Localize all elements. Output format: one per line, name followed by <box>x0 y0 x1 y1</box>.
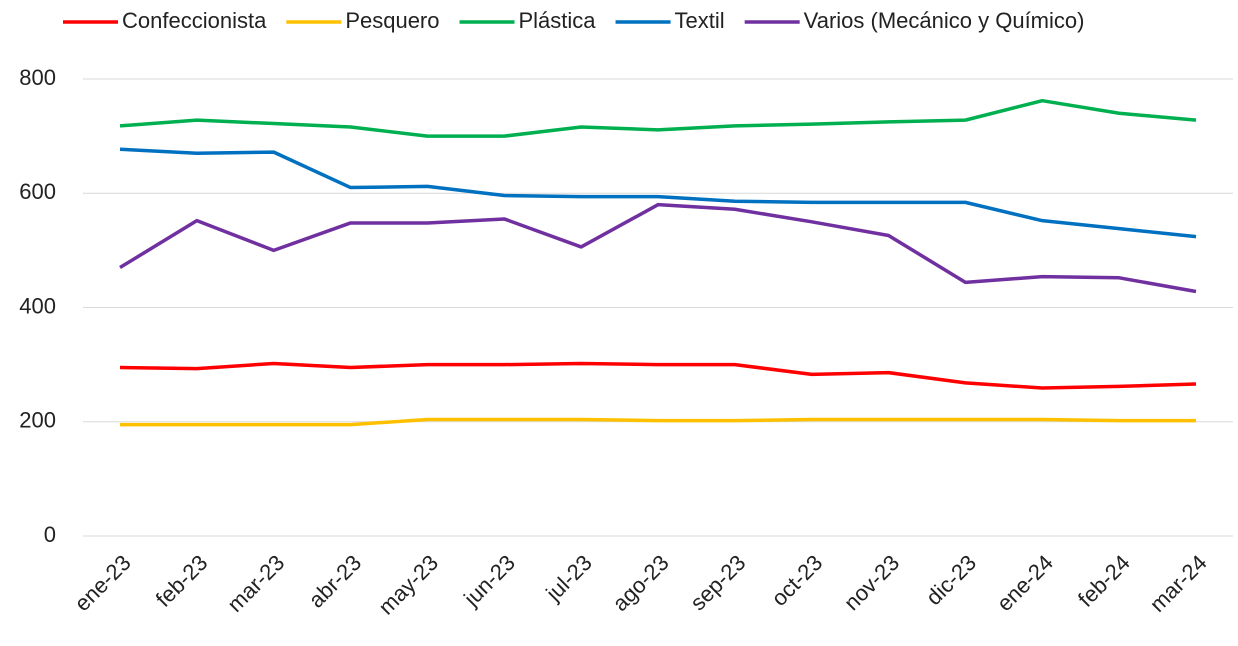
x-tick-label: feb-24 <box>1073 550 1135 612</box>
series-line <box>119 202 1197 294</box>
y-tick-label: 600 <box>19 179 56 204</box>
legend-label: Confeccionista <box>122 8 267 33</box>
legend-label: Textil <box>675 8 725 33</box>
legend-label: Plástica <box>519 8 597 33</box>
x-tick-label: ene-24 <box>992 550 1058 616</box>
x-tick-label: feb-23 <box>151 550 213 612</box>
x-tick-label: ago-23 <box>608 550 674 616</box>
x-tick-label: mar-23 <box>222 550 289 617</box>
legend-label: Varios (Mecánico y Químico) <box>804 8 1085 33</box>
y-tick-label: 200 <box>19 408 56 433</box>
y-tick-label: 0 <box>44 522 56 547</box>
x-tick-label: jul-23 <box>540 550 596 606</box>
x-tick-label: nov-23 <box>839 550 904 615</box>
x-tick-label: sep-23 <box>685 550 750 615</box>
y-tick-label: 800 <box>19 65 56 90</box>
legend-label: Pesquero <box>345 8 439 33</box>
x-tick-label: oct-23 <box>766 550 827 611</box>
series-line <box>120 417 1196 427</box>
x-tick-label: may-23 <box>374 550 444 620</box>
x-tick-label: jun-23 <box>458 550 520 612</box>
x-tick-label: ene-23 <box>70 550 136 616</box>
series-line <box>119 147 1197 239</box>
y-tick-label: 400 <box>19 293 56 318</box>
x-tick-label: abr-23 <box>304 550 367 613</box>
series-line <box>119 361 1197 390</box>
series-line <box>119 98 1197 138</box>
x-tick-label: dic-23 <box>921 550 981 610</box>
x-tick-label: mar-24 <box>1145 550 1212 617</box>
